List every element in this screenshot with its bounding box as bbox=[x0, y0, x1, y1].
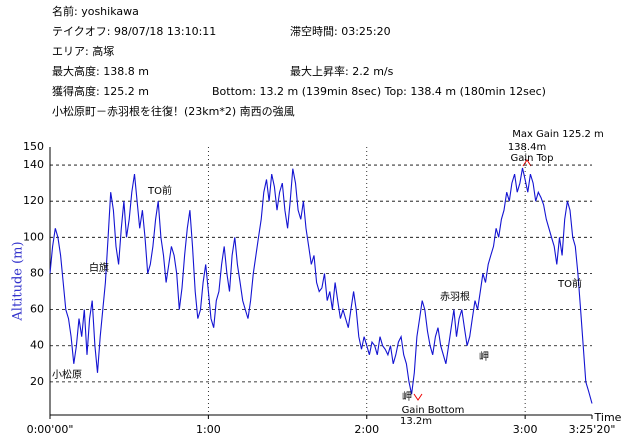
top-marker bbox=[522, 159, 532, 167]
annotation: Gain Top bbox=[510, 153, 553, 164]
annotation: 岬 bbox=[402, 391, 412, 403]
y-tick-label: 80 bbox=[30, 266, 44, 279]
header-text: エリア: 高塚 bbox=[52, 44, 114, 58]
y-tick-label: 150 bbox=[23, 140, 44, 153]
x-tick-label: 3:25'20" bbox=[569, 423, 616, 436]
y-axis-label: Altitude (m) bbox=[11, 241, 26, 321]
annotation: 138.4m bbox=[508, 142, 546, 153]
x-axis-label: Time bbox=[594, 411, 622, 424]
annotation: TO前 bbox=[557, 277, 582, 290]
x-tick-label: 0:00'00" bbox=[27, 423, 74, 436]
header-text: 名前: yoshikawa bbox=[52, 4, 139, 18]
header-text: 滞空時間: 03:25:20 bbox=[290, 24, 391, 38]
x-tick-label: 2:00 bbox=[354, 423, 379, 436]
header-text: テイクオフ: 98/07/18 13:10:11 bbox=[52, 25, 216, 38]
header-text: Bottom: 13.2 m (139min 8sec) Top: 138.4 … bbox=[212, 85, 546, 98]
y-tick-label: 100 bbox=[23, 230, 44, 243]
annotation: 岬 bbox=[479, 351, 489, 363]
header-text: 小松原町－赤羽根を往復！(23km*2) 南西の強風 bbox=[52, 104, 295, 118]
y-tick-label: 20 bbox=[30, 375, 44, 388]
annotation: 赤羽根 bbox=[440, 290, 470, 303]
y-tick-label: 60 bbox=[30, 303, 44, 316]
bottom-marker bbox=[413, 393, 423, 401]
annotation: Max Gain 125.2 m bbox=[512, 129, 604, 140]
annotation: 小松原 bbox=[52, 368, 82, 381]
header-text: 獲得高度: 125.2 m bbox=[52, 84, 149, 98]
annotation: 白旗 bbox=[89, 261, 109, 274]
y-tick-label: 40 bbox=[30, 339, 44, 352]
annotation: 13.2m bbox=[400, 416, 432, 427]
y-tick-label: 120 bbox=[23, 194, 44, 207]
x-tick-label: 1:00 bbox=[196, 423, 221, 436]
annotation: Gain Bottom bbox=[402, 405, 465, 416]
header-text: 最大上昇率: 2.2 m/s bbox=[290, 64, 394, 78]
y-tick-label: 140 bbox=[23, 158, 44, 171]
altitude-line bbox=[49, 167, 593, 404]
annotation: TO前 bbox=[147, 184, 172, 197]
x-tick-label: 3:00 bbox=[513, 423, 538, 436]
header-text: 最大高度: 138.8 m bbox=[52, 64, 149, 78]
